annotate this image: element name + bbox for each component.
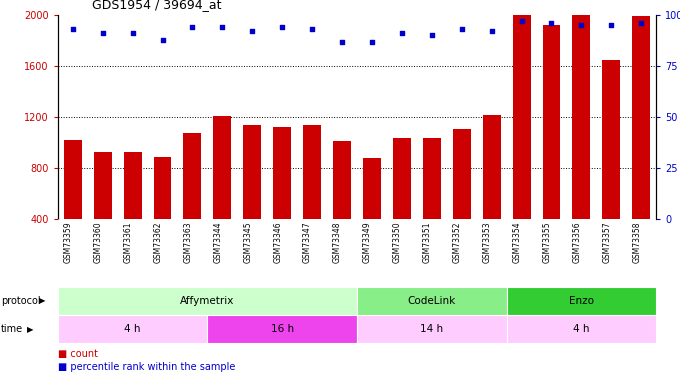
Text: GSM73362: GSM73362 — [154, 221, 163, 263]
Point — [307, 26, 318, 32]
Text: ▶: ▶ — [39, 296, 46, 305]
Bar — [513, 10, 530, 219]
Bar — [632, 16, 650, 219]
Text: GSM73358: GSM73358 — [632, 221, 641, 263]
Text: protocol: protocol — [1, 296, 40, 306]
Text: 4 h: 4 h — [124, 324, 141, 334]
Bar — [357, 287, 507, 315]
Bar — [393, 138, 411, 219]
Bar — [124, 152, 141, 219]
Text: GDS1954 / 39694_at: GDS1954 / 39694_at — [92, 0, 221, 11]
Text: GSM73353: GSM73353 — [483, 221, 492, 263]
Text: GSM73350: GSM73350 — [393, 221, 402, 263]
Bar — [207, 315, 357, 343]
Text: CodeLink: CodeLink — [408, 296, 456, 306]
Point — [187, 24, 198, 30]
Point — [247, 28, 258, 34]
Bar — [573, 14, 590, 219]
Point — [426, 33, 437, 39]
Point — [456, 26, 467, 32]
Bar — [483, 115, 500, 219]
Point — [217, 24, 228, 30]
Bar — [58, 287, 357, 315]
Text: GSM73361: GSM73361 — [124, 221, 133, 263]
Text: Affymetrix: Affymetrix — [180, 296, 235, 306]
Bar — [602, 60, 620, 219]
Point — [486, 28, 497, 34]
Text: GSM73351: GSM73351 — [423, 221, 432, 263]
Text: GSM73359: GSM73359 — [64, 221, 73, 263]
Bar — [243, 125, 261, 219]
Point — [157, 36, 168, 42]
Bar — [184, 132, 201, 219]
Text: GSM73356: GSM73356 — [573, 221, 581, 263]
Bar — [58, 315, 207, 343]
Bar — [507, 315, 656, 343]
Text: GSM73357: GSM73357 — [602, 221, 611, 263]
Bar — [423, 138, 441, 219]
Text: Enzo: Enzo — [569, 296, 594, 306]
Point — [606, 22, 617, 28]
Text: time: time — [1, 324, 23, 334]
Bar — [94, 152, 112, 219]
Point — [636, 20, 647, 26]
Point — [127, 30, 138, 36]
Text: GSM73355: GSM73355 — [543, 221, 551, 263]
Point — [97, 30, 108, 36]
Point — [67, 26, 78, 32]
Text: GSM73347: GSM73347 — [303, 221, 312, 263]
Bar — [363, 158, 381, 219]
Text: 14 h: 14 h — [420, 324, 443, 334]
Point — [516, 18, 527, 24]
Bar — [214, 116, 231, 219]
Text: GSM73345: GSM73345 — [243, 221, 252, 263]
Bar — [333, 141, 351, 219]
Point — [367, 39, 377, 45]
Point — [277, 24, 288, 30]
Bar — [543, 25, 560, 219]
Bar — [507, 287, 656, 315]
Bar — [154, 157, 171, 219]
Text: GSM73352: GSM73352 — [453, 221, 462, 263]
Point — [396, 30, 407, 36]
Text: ■ count: ■ count — [58, 350, 98, 359]
Text: ▶: ▶ — [27, 324, 34, 334]
Bar — [303, 125, 321, 219]
Text: GSM73349: GSM73349 — [363, 221, 372, 263]
Bar — [453, 129, 471, 219]
Text: GSM73354: GSM73354 — [513, 221, 522, 263]
Point — [576, 22, 587, 28]
Text: GSM73344: GSM73344 — [214, 221, 222, 263]
Bar — [357, 315, 507, 343]
Text: 4 h: 4 h — [573, 324, 590, 334]
Text: ■ percentile rank within the sample: ■ percentile rank within the sample — [58, 363, 235, 372]
Text: GSM73348: GSM73348 — [333, 221, 342, 263]
Text: GSM73363: GSM73363 — [184, 221, 192, 263]
Text: 16 h: 16 h — [271, 324, 294, 334]
Point — [546, 20, 557, 26]
Text: GSM73346: GSM73346 — [273, 221, 282, 263]
Bar — [64, 140, 82, 219]
Bar — [273, 128, 291, 219]
Point — [337, 39, 347, 45]
Text: GSM73360: GSM73360 — [94, 221, 103, 263]
